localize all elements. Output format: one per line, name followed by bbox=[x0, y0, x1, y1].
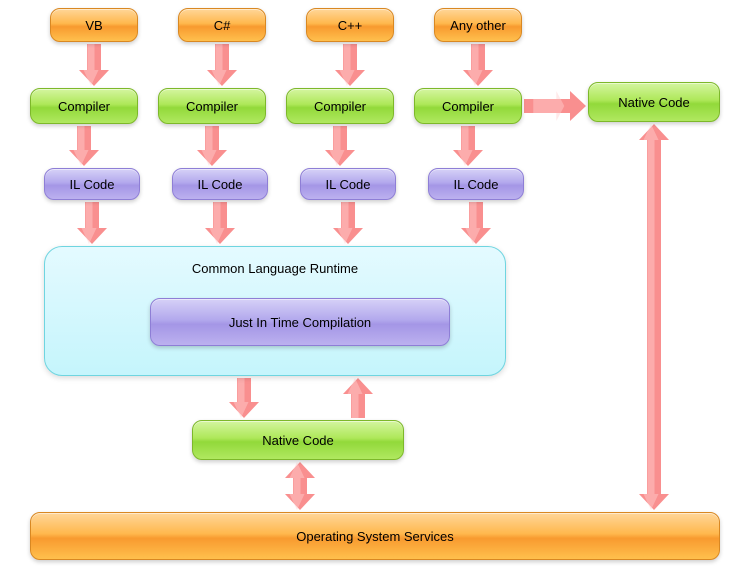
arrow-native_top-os bbox=[639, 124, 669, 510]
node-label: IL Code bbox=[69, 177, 114, 192]
arrow-il1-clr bbox=[77, 202, 107, 244]
node-label: IL Code bbox=[325, 177, 370, 192]
arrow-lang_cs-comp2 bbox=[207, 44, 237, 86]
node-comp4: Compiler bbox=[414, 88, 522, 124]
node-label: VB bbox=[85, 18, 102, 33]
node-il3: IL Code bbox=[300, 168, 396, 200]
node-jit: Just In Time Compilation bbox=[150, 298, 450, 346]
node-native_top: Native Code bbox=[588, 82, 720, 122]
arrow-native_mid-os bbox=[285, 462, 315, 510]
arrow-il3-clr bbox=[333, 202, 363, 244]
node-lang_vb: VB bbox=[50, 8, 138, 42]
arrow-lang_vb-comp1 bbox=[79, 44, 109, 86]
arrow-comp4-il4 bbox=[453, 126, 483, 166]
node-label: IL Code bbox=[197, 177, 242, 192]
node-label: C# bbox=[214, 18, 231, 33]
arrow-comp2-il2 bbox=[197, 126, 227, 166]
arrow-native_mid-clr bbox=[343, 378, 373, 418]
arrow-lang_cpp-comp3 bbox=[335, 44, 365, 86]
arrow-lang_other-comp4 bbox=[463, 44, 493, 86]
node-label: Compiler bbox=[442, 99, 494, 114]
arrow-il4-clr bbox=[461, 202, 491, 244]
node-lang_cpp: C++ bbox=[306, 8, 394, 42]
node-label: Compiler bbox=[314, 99, 366, 114]
node-label: Operating System Services bbox=[296, 529, 454, 544]
node-label: Compiler bbox=[58, 99, 110, 114]
arrow-comp1-il1 bbox=[69, 126, 99, 166]
node-il1: IL Code bbox=[44, 168, 140, 200]
arrow-il2-clr bbox=[205, 202, 235, 244]
node-label: Native Code bbox=[618, 95, 690, 110]
arrow-comp3-il3 bbox=[325, 126, 355, 166]
node-label: IL Code bbox=[453, 177, 498, 192]
node-label: Native Code bbox=[262, 433, 334, 448]
node-label: Just In Time Compilation bbox=[229, 315, 371, 330]
arrow-clr-native_mid bbox=[229, 378, 259, 418]
node-label: Any other bbox=[450, 18, 506, 33]
node-label: C++ bbox=[338, 18, 363, 33]
node-label: Compiler bbox=[186, 99, 238, 114]
node-lang_cs: C# bbox=[178, 8, 266, 42]
node-lang_other: Any other bbox=[434, 8, 522, 42]
clr-title: Common Language Runtime bbox=[192, 261, 358, 276]
arrow-comp4-native_top bbox=[524, 91, 586, 121]
node-comp3: Compiler bbox=[286, 88, 394, 124]
node-comp2: Compiler bbox=[158, 88, 266, 124]
node-il4: IL Code bbox=[428, 168, 524, 200]
node-os: Operating System Services bbox=[30, 512, 720, 560]
node-comp1: Compiler bbox=[30, 88, 138, 124]
node-native_mid: Native Code bbox=[192, 420, 404, 460]
node-il2: IL Code bbox=[172, 168, 268, 200]
